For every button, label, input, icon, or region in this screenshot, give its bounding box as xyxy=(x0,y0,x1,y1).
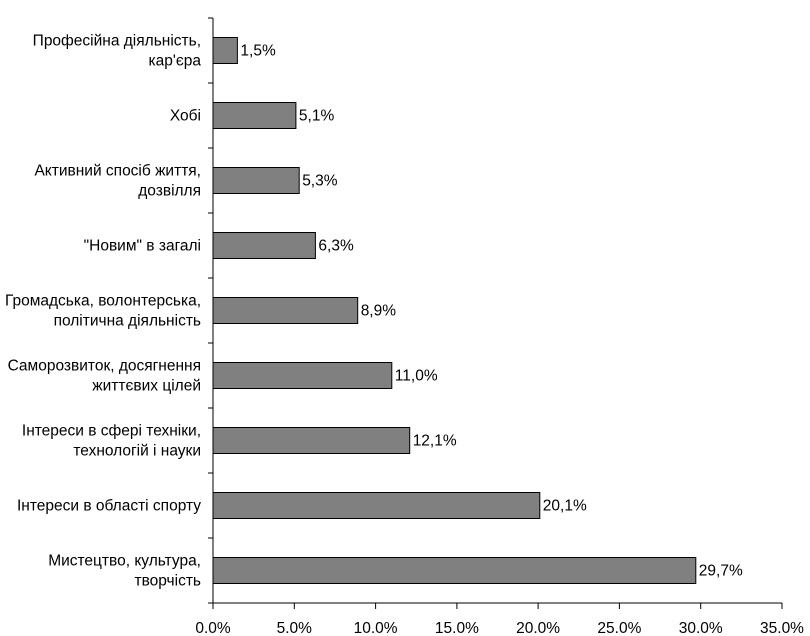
x-tick-label: 15.0% xyxy=(435,620,479,636)
category-label-line: життєвих цілей xyxy=(92,378,201,395)
category-label-line: Активний спосіб життя, xyxy=(34,163,201,180)
category-label-line: Інтереси в сфері техніки, xyxy=(22,423,201,440)
category-label: Активний спосіб життя, дозвілля xyxy=(34,163,201,200)
category-label-line: кар'єра xyxy=(149,53,202,70)
category-label-line: "Новим" в загалі xyxy=(84,238,201,255)
category-label-line: творчість xyxy=(134,573,201,590)
category-labels-group: Професійна діяльність, кар'єра Хобі Активни… xyxy=(5,33,201,590)
value-labels-group: 1,5% 5,1% 5,3% 6,3% 8,9% 11,0% 12,1% 20,1% 29,7% xyxy=(240,43,743,580)
category-label-line: Інтереси в області спорту xyxy=(17,498,201,515)
category-label: Хобі xyxy=(170,108,201,125)
category-label: "Новим" в загалі xyxy=(84,238,201,255)
data-label: 20,1% xyxy=(543,498,587,515)
data-label: 11,0% xyxy=(395,368,438,385)
x-ticks-group xyxy=(208,17,783,609)
x-tick-label: 20.0% xyxy=(516,620,560,636)
category-label: Громадська, волонтерська, політична діяль… xyxy=(5,293,201,330)
category-label: Саморозвиток, досягнення життєвих цілей xyxy=(8,358,201,395)
category-label-line: дозвілля xyxy=(138,183,201,200)
bar xyxy=(212,102,297,129)
data-label: 6,3% xyxy=(318,238,354,255)
bars-group xyxy=(212,37,697,584)
x-tick-label: 5.0% xyxy=(277,620,313,636)
category-label-line: Мистецтво, культура, xyxy=(48,553,201,570)
data-label: 8,9% xyxy=(361,303,397,320)
x-tick-label: 30.0% xyxy=(679,620,723,636)
bar xyxy=(212,427,411,454)
data-label: 5,1% xyxy=(299,108,335,125)
bar xyxy=(212,557,697,584)
category-label: Мистецтво, культура, творчість xyxy=(48,553,201,590)
x-tick-label: 25.0% xyxy=(597,620,641,636)
category-label-line: Громадська, волонтерська, xyxy=(5,293,201,310)
bar xyxy=(212,297,359,324)
category-label: Професійна діяльність, кар'єра xyxy=(33,33,202,70)
bar xyxy=(212,362,393,389)
category-label-line: технологій і науки xyxy=(73,443,201,460)
category-label-line: політична діяльність xyxy=(54,313,201,330)
data-label: 5,3% xyxy=(302,173,338,190)
bar xyxy=(212,492,541,519)
category-label: Інтереси в області спорту xyxy=(17,498,201,515)
x-tick-labels-group: 0.0% 5.0% 10.0% 15.0% 20.0% 25.0% 30.0% 35.0% xyxy=(195,620,804,636)
bar xyxy=(212,167,300,194)
axes-group xyxy=(212,18,782,604)
bar xyxy=(212,37,238,64)
x-tick-label: 35.0% xyxy=(760,620,804,636)
x-tick-label: 0.0% xyxy=(195,620,231,636)
x-tick-label: 10.0% xyxy=(354,620,398,636)
data-label: 1,5% xyxy=(240,43,276,60)
category-label-line: Професійна діяльність, xyxy=(33,33,201,50)
bar xyxy=(212,232,316,259)
data-label: 12,1% xyxy=(413,433,457,450)
category-label-line: Саморозвиток, досягнення xyxy=(8,358,201,375)
category-label: Інтереси в сфері техніки, технологій і на… xyxy=(22,423,201,460)
category-label-line: Хобі xyxy=(170,108,201,125)
data-label: 29,7% xyxy=(699,563,743,580)
